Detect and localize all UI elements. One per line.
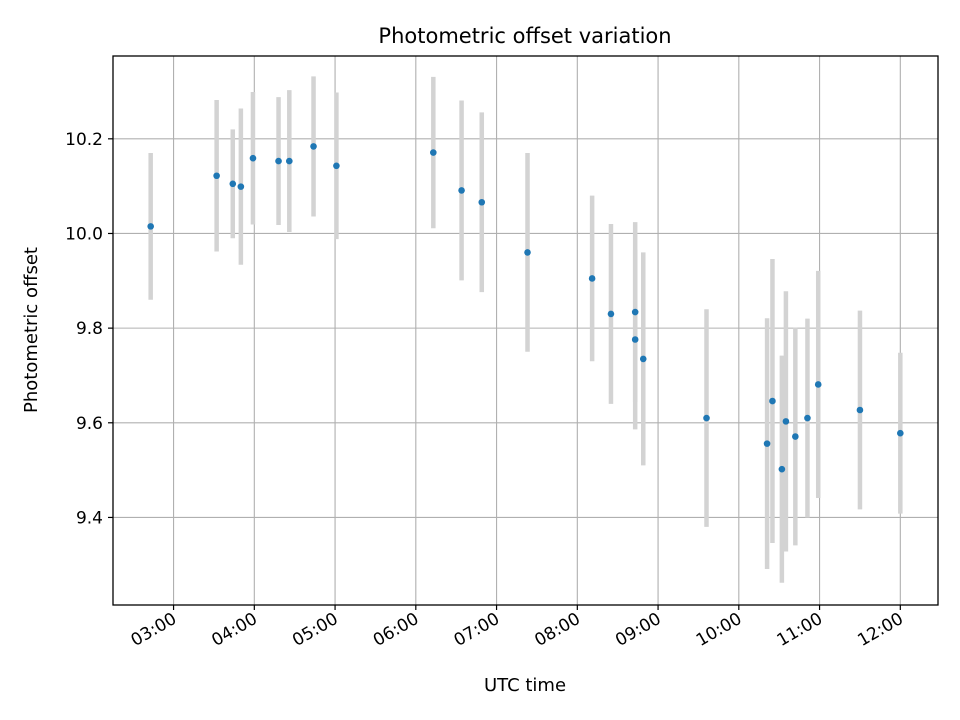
data-point: [588, 275, 596, 282]
data-point: [763, 440, 771, 447]
data-point: [639, 355, 647, 363]
plot-area-frame: [112, 55, 939, 606]
data-point: [237, 183, 245, 190]
y-tick-label: 9.8: [76, 319, 103, 339]
data-point: [147, 223, 154, 230]
chart-title: Photometric offset variation: [378, 24, 671, 48]
y-axis-ticks: 9.4 9.6 9.8 10.0 10.2: [65, 130, 113, 528]
data-point: [814, 381, 822, 388]
data-point: [778, 465, 786, 473]
data-point: [607, 310, 615, 318]
data-point: [631, 336, 639, 343]
data-point: [631, 308, 639, 316]
data-point: [769, 397, 776, 405]
data-point: [792, 433, 799, 440]
y-tick-label: 9.6: [76, 414, 103, 434]
data-point: [524, 249, 531, 256]
data-points: [147, 143, 904, 473]
data-point: [275, 157, 282, 165]
y-tick-label: 9.4: [76, 508, 103, 528]
data-point: [229, 180, 237, 188]
data-point: [804, 414, 811, 422]
data-point: [213, 172, 220, 180]
y-axis-label: Photometric offset: [21, 247, 42, 413]
data-point: [703, 414, 710, 422]
data-point: [897, 429, 904, 437]
data-point: [333, 162, 340, 170]
data-point: [856, 406, 864, 414]
y-tick-label: 10.0: [65, 224, 103, 244]
x-axis-label: UTC time: [484, 675, 566, 696]
data-point: [286, 157, 293, 165]
data-point: [478, 198, 486, 206]
data-point: [458, 187, 465, 194]
data-point: [430, 149, 437, 156]
data-point: [249, 154, 257, 162]
data-point: [310, 143, 317, 150]
data-point: [782, 418, 790, 425]
y-tick-label: 10.2: [65, 130, 103, 150]
